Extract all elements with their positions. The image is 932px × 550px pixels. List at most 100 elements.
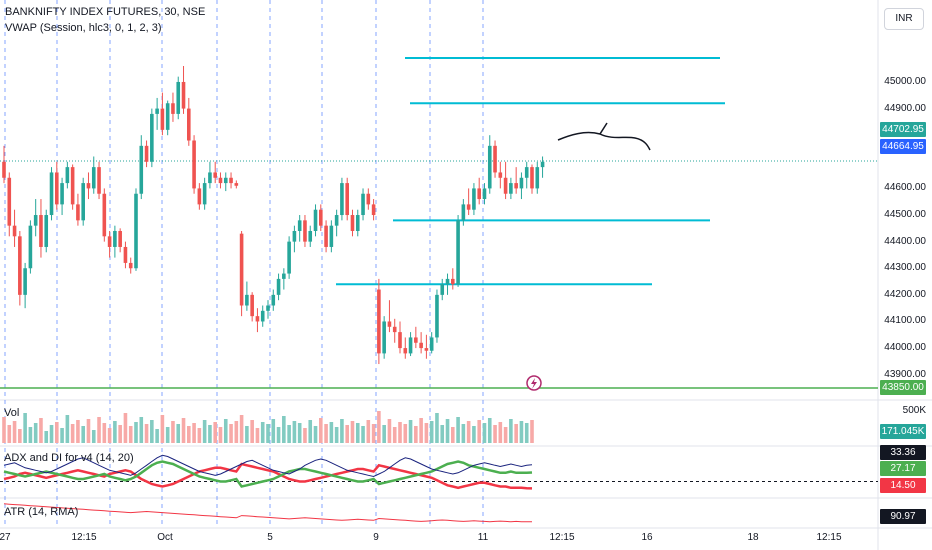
time-tick-label: 9 [373, 532, 379, 543]
candle-body [139, 145, 144, 194]
currency-button[interactable]: INR [884, 8, 924, 30]
volume-bar [519, 421, 524, 443]
price-tick-label: 44400.00 [884, 235, 926, 247]
candle-body [297, 220, 302, 231]
volume-bar [487, 418, 492, 443]
candle-body [282, 273, 286, 279]
volume-bar [451, 427, 455, 443]
volume-bar [86, 419, 91, 443]
time-tick-label: 12:15 [71, 532, 97, 543]
candle-body [340, 183, 344, 216]
volume-bar [477, 420, 481, 443]
candle-body [466, 204, 471, 210]
volume-bar [81, 426, 85, 443]
volume-bar [171, 421, 175, 443]
time-tick-label: 16 [641, 532, 653, 543]
volume-bar [297, 423, 302, 443]
volume-bar [150, 420, 154, 443]
volume-badge: 171.045K [880, 424, 926, 439]
candle-body [392, 326, 397, 333]
volume-bar [509, 419, 513, 443]
candle-body [324, 225, 328, 247]
volume-bar [18, 429, 22, 443]
candle-body [70, 167, 75, 205]
price-tick-label: 44300.00 [884, 262, 926, 274]
volume-bar [139, 417, 144, 443]
candle-body [218, 177, 223, 184]
adx-badge: 33.36 [880, 445, 926, 460]
candle-body [382, 321, 386, 354]
time-tick-label: 12:15 [549, 532, 575, 543]
volume-scale-label: 500K [902, 405, 926, 416]
candle-body [12, 225, 17, 237]
candle-body [477, 188, 481, 200]
candle-body [223, 177, 228, 184]
candle-body [239, 233, 244, 306]
volume-bar [144, 424, 149, 443]
volume-bar [303, 428, 307, 443]
candle-body [429, 337, 434, 351]
volume-bar [266, 424, 270, 443]
candle-body [435, 294, 439, 338]
volume-bar [398, 422, 402, 443]
volume-bar [424, 423, 429, 443]
candle-body [366, 193, 371, 205]
di-minus-line [3, 462, 533, 490]
volume-bar [329, 422, 334, 443]
price-tick-label: 44000.00 [884, 342, 926, 354]
volume-bar [23, 413, 27, 443]
volume-bar [128, 426, 133, 443]
candle-body [18, 236, 22, 295]
price-tick-label: 43900.00 [884, 368, 926, 380]
candle-body [165, 103, 170, 130]
volume-bar [345, 425, 349, 443]
adx-pane-title[interactable]: ADX and DI for v4 (14, 20) [4, 452, 134, 464]
volume-bar [239, 415, 244, 443]
candle-body [33, 215, 38, 226]
volume-bar [419, 418, 423, 443]
candle-body [91, 167, 96, 189]
candle-body [424, 348, 429, 351]
candle-body [245, 294, 249, 306]
volume-bar [524, 423, 529, 443]
support-badge: 43850.00 [880, 380, 926, 395]
volume-bar [530, 420, 534, 443]
candle-body [176, 81, 181, 114]
candle-body [414, 337, 418, 343]
volume-bar [250, 420, 254, 443]
volume-bar [234, 421, 239, 443]
candle-body [355, 215, 360, 231]
volume-bar [440, 425, 445, 443]
volume-bar [49, 425, 54, 443]
time-tick-label: Oct [157, 532, 173, 543]
volume-bar [287, 425, 291, 443]
candle-body [118, 230, 122, 247]
candle-body [329, 225, 334, 247]
volume-bar [76, 420, 80, 443]
volume-bar [319, 418, 323, 443]
volume-bar [493, 425, 497, 443]
candle-body [509, 183, 513, 194]
volume-bar [308, 420, 313, 443]
di-plus-badge: 27.17 [880, 461, 926, 476]
vwap-indicator-label[interactable]: VWAP (Session, hlc3, 0, 1, 2, 3) [5, 22, 162, 34]
time-tick-label: 18 [747, 532, 759, 543]
candle-body [102, 193, 107, 237]
volume-bar [498, 422, 503, 443]
volume-bar [456, 417, 460, 443]
volume-bar [65, 415, 70, 443]
volume-bar [445, 419, 450, 443]
symbol-title[interactable]: BANKNIFTY INDEX FUTURES, 30, NSE [5, 6, 206, 18]
volume-bar [192, 423, 196, 443]
atr-pane-title[interactable]: ATR (14, RMA) [4, 506, 79, 518]
price-tick-label: 44100.00 [884, 315, 926, 327]
volume-bar [472, 426, 476, 443]
volume-pane-title[interactable]: Vol [4, 407, 20, 419]
volume-bar [187, 426, 191, 443]
candle-body [60, 183, 64, 205]
candle-body [487, 145, 492, 189]
volume-bar [366, 420, 371, 443]
candle-body [229, 177, 233, 184]
volume-bar [282, 416, 286, 443]
